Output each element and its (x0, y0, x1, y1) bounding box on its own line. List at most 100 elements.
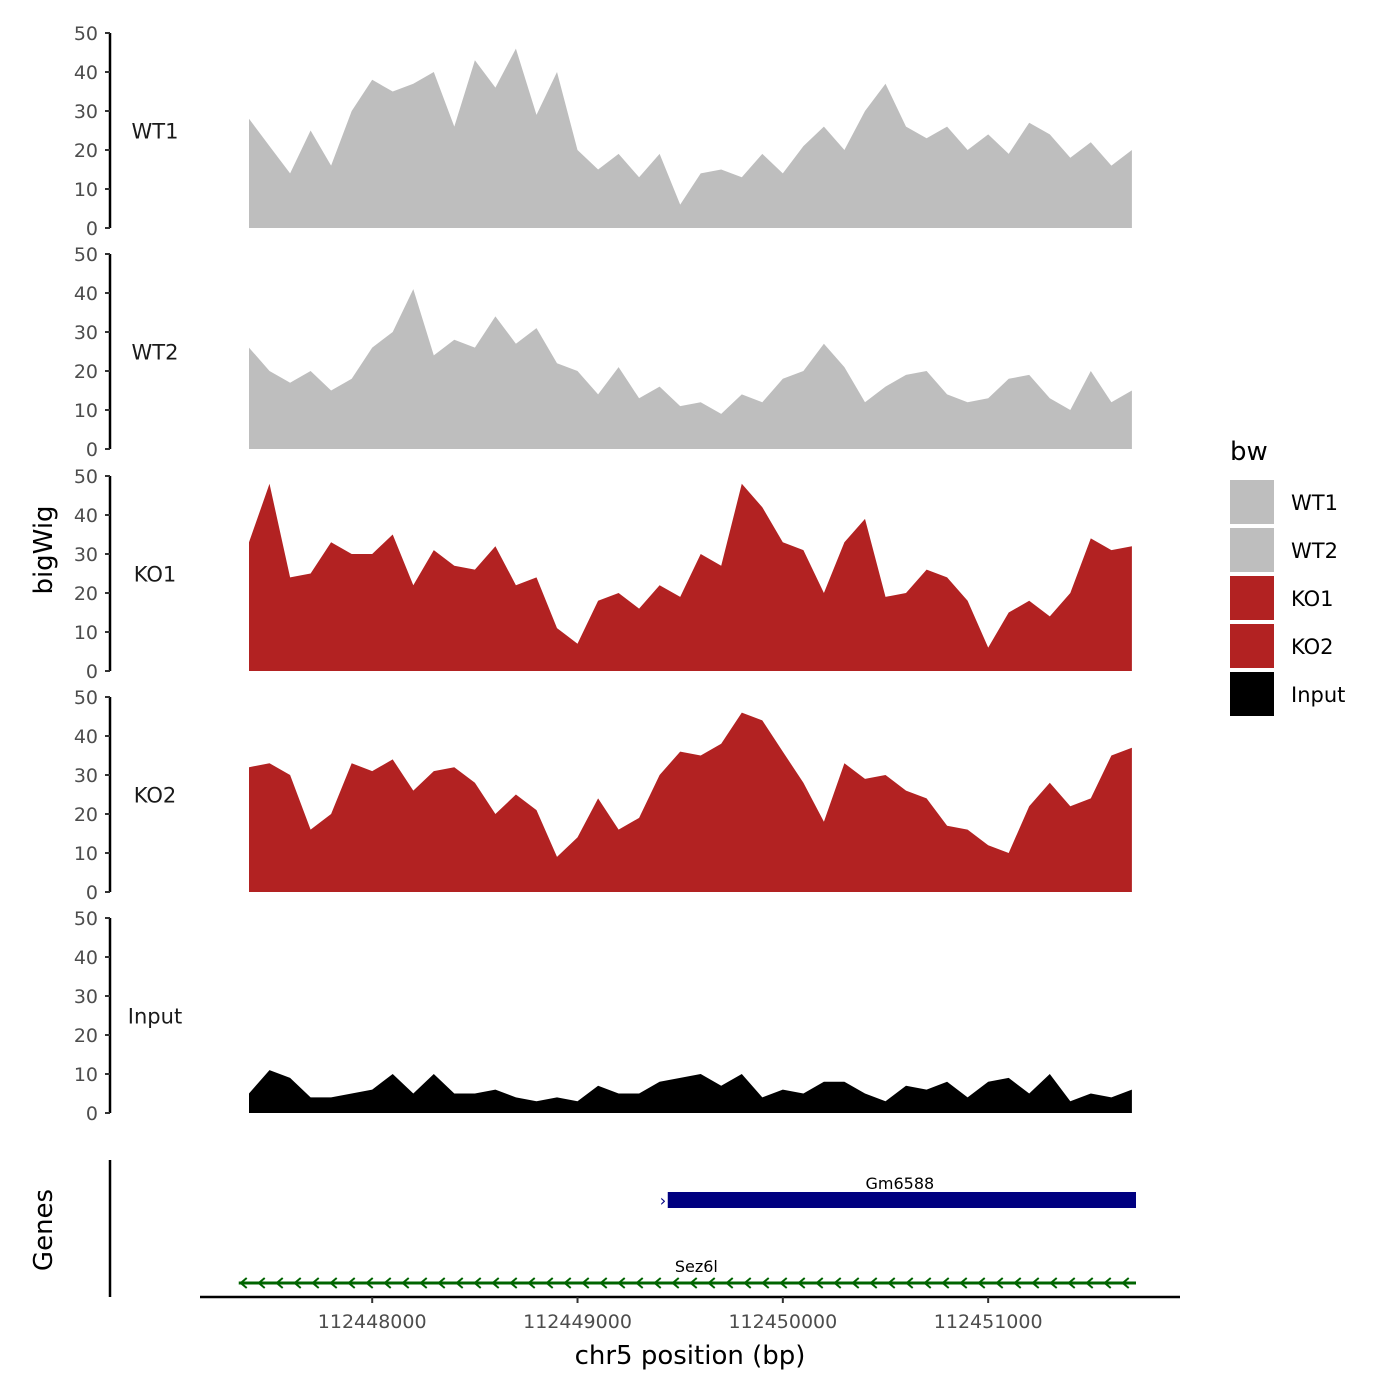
strand-arrow-icon (887, 1277, 896, 1289)
legend-label-ko1: KO1 (1291, 587, 1334, 611)
strand-arrow-icon (1067, 1277, 1076, 1289)
y-tick-label: 50 (74, 466, 98, 488)
strand-arrow-icon (995, 1277, 1004, 1289)
strand-arrow-icon (797, 1277, 806, 1289)
legend-title: bw (1230, 437, 1268, 467)
strand-arrow-icon (599, 1277, 608, 1289)
legend-label-ko2: KO2 (1291, 635, 1334, 659)
strand-arrow-icon (293, 1277, 302, 1289)
gene-label: Gm6588 (866, 1174, 935, 1193)
y-axis-title: bigWig (29, 505, 59, 594)
strand-arrow-icon (869, 1277, 878, 1289)
x-axis: 112448000 112449000 112450000 112451000 (200, 1295, 1180, 1333)
track-ko1: 0 10 20 30 40 50 KO1 (74, 466, 1132, 683)
track-wt2: 0 10 20 30 40 50 WT2 (74, 244, 1132, 461)
strand-arrow-icon (419, 1277, 428, 1289)
track-label: WT2 (132, 341, 179, 365)
y-tick-label: 10 (74, 1064, 98, 1086)
strand-arrow-icon (1031, 1277, 1040, 1289)
strand-arrow-icon (1103, 1277, 1112, 1289)
strand-arrow-icon (725, 1277, 734, 1289)
x-tick-label: 112451000 (934, 1311, 1043, 1333)
y-tick-label: 20 (74, 1025, 98, 1047)
y-tick-label: 40 (74, 947, 98, 969)
strand-arrow-icon (257, 1277, 266, 1289)
strand-arrow-icon (743, 1277, 752, 1289)
legend-label-wt2: WT2 (1291, 539, 1338, 563)
legend-swatch-ko1 (1230, 576, 1274, 620)
strand-arrow-icon (959, 1277, 968, 1289)
gene-sez6l: Sez6l (238, 1257, 1136, 1289)
y-tick-label: 30 (74, 544, 98, 566)
y-tick-label: 0 (86, 661, 98, 683)
gene-exon-bar (667, 1192, 1136, 1208)
y-tick-label: 40 (74, 62, 98, 84)
y-tick-label: 10 (74, 843, 98, 865)
signal-area-wt2 (249, 289, 1132, 449)
strand-arrow-icon (617, 1277, 626, 1289)
legend-swatch-input (1230, 672, 1274, 716)
x-tick-label: 112449000 (523, 1311, 632, 1333)
track-label: WT1 (132, 120, 179, 144)
strand-arrow-icon (941, 1277, 950, 1289)
signal-area-ko1 (249, 483, 1132, 671)
x-tick-label: 112448000 (318, 1311, 427, 1333)
y-tick-label: 0 (86, 218, 98, 240)
strand-arrow-icon (833, 1277, 842, 1289)
strand-arrow-icon (977, 1277, 986, 1289)
y-tick-label: 10 (74, 400, 98, 422)
strand-arrow-icon (311, 1277, 320, 1289)
y-tick-label: 40 (74, 505, 98, 527)
gene-gm6588: › Gm6588 (660, 1174, 1136, 1210)
genes-panel: › Gm6588 Sez6l (108, 1160, 1136, 1297)
strand-arrow-icon (761, 1277, 770, 1289)
strand-arrow-icon (671, 1277, 680, 1289)
strand-arrow-icon (815, 1277, 824, 1289)
strand-arrow-icon (545, 1277, 554, 1289)
strand-arrow-icon (329, 1277, 338, 1289)
strand-arrow-icon (905, 1277, 914, 1289)
y-tick-label: 40 (74, 283, 98, 305)
strand-arrow-icon (239, 1277, 248, 1289)
x-tick-label: 112450000 (728, 1311, 837, 1333)
track-label: KO2 (134, 784, 177, 808)
strand-arrow-icon (473, 1277, 482, 1289)
bigwig-tracks: 0 10 20 30 40 50 WT1 0 10 20 30 40 50 WT2 0 10 20 30 40 50 K… (74, 23, 1132, 1125)
y-tick-label: 20 (74, 361, 98, 383)
signal-area-input (249, 1070, 1132, 1113)
strand-arrow-icon (527, 1277, 536, 1289)
legend-swatch-wt2 (1230, 528, 1274, 572)
strand-arrow-icon (689, 1277, 698, 1289)
legend-label-wt1: WT1 (1291, 491, 1338, 515)
strand-arrow-icon (1121, 1277, 1130, 1289)
track-ko2: 0 10 20 30 40 50 KO2 (74, 687, 1132, 904)
strand-arrow-icon (923, 1277, 932, 1289)
y-tick-label: 50 (74, 908, 98, 930)
strand-arrow-icon (365, 1277, 374, 1289)
y-tick-label: 20 (74, 140, 98, 162)
strand-arrow-icon (1013, 1277, 1022, 1289)
x-axis-title: chr5 position (bp) (575, 1341, 806, 1371)
strand-arrow-icon (455, 1277, 464, 1289)
strand-arrow-icon (653, 1277, 662, 1289)
strand-arrow-icon (401, 1277, 410, 1289)
y-tick-label: 30 (74, 101, 98, 123)
y-tick-label: 20 (74, 804, 98, 826)
y-tick-label: 0 (86, 882, 98, 904)
strand-arrow-icon (509, 1277, 518, 1289)
y-tick-label: 30 (74, 322, 98, 344)
y-tick-label: 10 (74, 622, 98, 644)
strand-arrow-icon (851, 1277, 860, 1289)
strand-arrow-icon (1085, 1277, 1094, 1289)
signal-area-ko2 (249, 712, 1132, 892)
strand-arrow-icon (383, 1277, 392, 1289)
strand-arrow-icon: › (660, 1191, 666, 1210)
track-wt1: 0 10 20 30 40 50 WT1 (74, 23, 1132, 240)
strand-arrow-icon (491, 1277, 500, 1289)
y-tick-label: 0 (86, 439, 98, 461)
legend-swatch-ko2 (1230, 624, 1274, 668)
strand-arrow-icon (779, 1277, 788, 1289)
y-tick-label: 10 (74, 179, 98, 201)
strand-arrow-icon (563, 1277, 572, 1289)
